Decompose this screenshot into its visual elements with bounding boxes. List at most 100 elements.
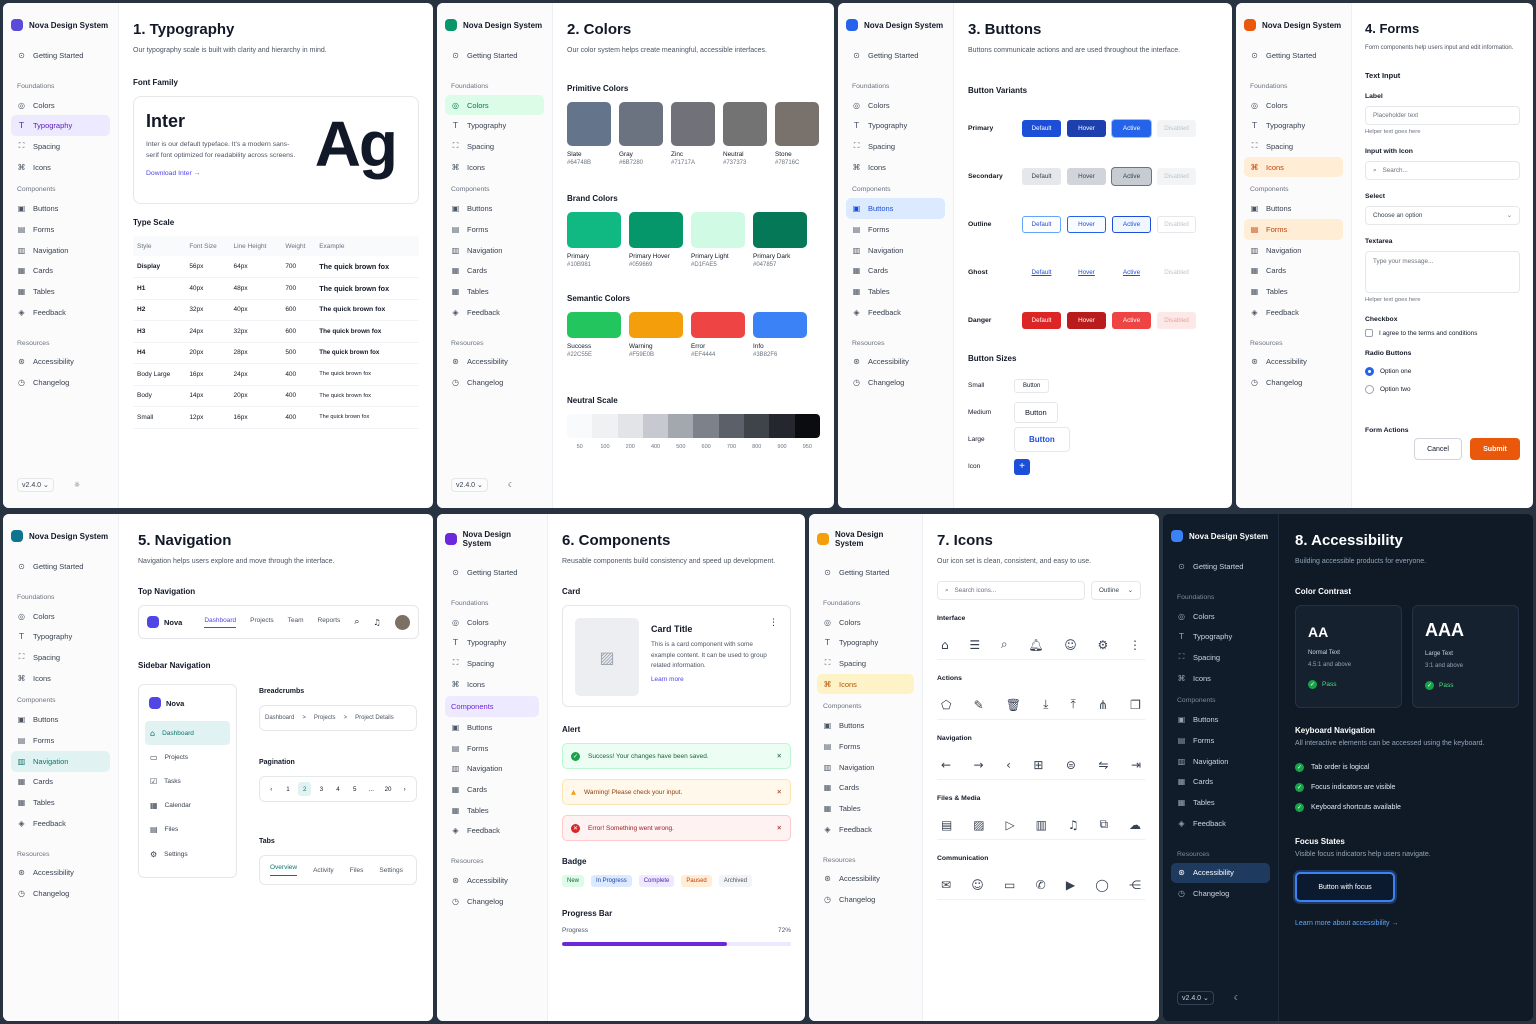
sun-icon[interactable]: ☼ — [73, 481, 81, 489]
document-icon[interactable]: ▥ — [1035, 817, 1047, 832]
sidebar-item-navigation[interactable]: ▥ Navigation — [11, 750, 110, 772]
sidebar-item-cards[interactable]: ▦ Cards — [445, 779, 539, 800]
download-link[interactable]: Download Inter → — [146, 169, 201, 177]
chevron-left-icon[interactable]: ‹ — [1006, 757, 1011, 772]
sidebar-item-spacing[interactable]: ⛶ Spacing — [11, 136, 110, 157]
download-icon[interactable]: ⤓ — [1043, 697, 1049, 711]
color-swatch[interactable]: Neutral #737373 — [723, 102, 767, 166]
arrow-left-icon[interactable]: ← — [941, 757, 952, 772]
sidebar-item-colors[interactable]: ◎ Colors — [445, 612, 539, 633]
sidebar-item-icons[interactable]: ⌘ Icons — [445, 157, 544, 178]
sidebar-item-icons[interactable]: ⌘ Icons — [1244, 156, 1343, 178]
sidebar-item-forms[interactable]: ▤ Forms — [846, 219, 945, 240]
sidebar-item-buttons[interactable]: ▣ Buttons — [445, 717, 539, 738]
more-icon[interactable]: ⋮ — [1128, 637, 1141, 652]
sidebar-item-colors[interactable]: ◎ Colors — [11, 606, 110, 627]
sidebar-item-changelog[interactable]: ◷ Changelog — [445, 891, 539, 912]
sidebar-item-getting-started[interactable]: ⊙ Getting Started — [445, 45, 544, 66]
music-icon[interactable]: ♫ — [1067, 817, 1079, 832]
mail-icon[interactable]: ✉ — [941, 877, 952, 892]
grid-icon[interactable]: ⊞ — [1033, 757, 1044, 772]
page-prev[interactable]: ‹ — [270, 785, 273, 793]
version-select[interactable]: v2.4.0 ⌄ — [17, 478, 54, 492]
sidebar-item-colors[interactable]: ◎ Colors — [445, 94, 544, 116]
tab-settings[interactable]: Settings — [379, 866, 403, 874]
moon-icon[interactable]: ☾ — [507, 481, 515, 489]
plus-icon[interactable]: + — [1014, 458, 1030, 475]
layers-icon[interactable]: ⊜ — [1065, 757, 1076, 772]
sidebar-item-navigation[interactable]: ▥ Navigation — [445, 759, 539, 780]
camera-icon[interactable]: ▶ — [1065, 877, 1076, 892]
sidebar-item-tables[interactable]: ▦ Tables — [11, 281, 110, 302]
breadcrumb-item[interactable]: Dashboard — [265, 715, 295, 721]
swap-icon[interactable]: ⇋ — [1098, 757, 1109, 772]
sidebar-item-getting-started[interactable]: ⊙ Getting Started — [1171, 556, 1270, 577]
sidebar-item-typography[interactable]: T Typography — [817, 632, 914, 653]
sidebar-item-icons[interactable]: ⌘ Icons — [11, 668, 110, 689]
cancel-button[interactable]: Cancel — [1414, 438, 1462, 460]
sidebar-item-getting-started[interactable]: ⊙ Getting Started — [445, 562, 539, 583]
sidebar-demo-tasks[interactable]: ☑ Tasks — [145, 769, 230, 793]
color-swatch[interactable]: Error #EF4444 — [691, 312, 745, 358]
sidebar-item-tables[interactable]: ▦ Tables — [445, 800, 539, 821]
sidebar-item-forms[interactable]: ▤ Forms — [817, 736, 914, 757]
sidebar-demo-calendar[interactable]: ▦ Calendar — [145, 794, 230, 818]
primary-active-button[interactable]: Active — [1112, 119, 1151, 137]
submit-button[interactable]: Submit — [1470, 438, 1520, 460]
sidebar-item-changelog[interactable]: ◷ Changelog — [817, 889, 914, 910]
sidebar-item-accessibility[interactable]: ⊛ Accessibility — [1171, 862, 1270, 884]
danger-default-button[interactable]: Default — [1022, 311, 1061, 329]
sidebar-item-typography[interactable]: T Typography — [11, 115, 110, 137]
outline-disabled-button[interactable]: Disabled — [1157, 215, 1196, 233]
file-icon[interactable]: ▤ — [941, 817, 953, 832]
sidebar-item-typography[interactable]: T Typography — [11, 626, 110, 647]
message-icon[interactable]: ▭ — [1004, 877, 1016, 892]
sidebar-demo-settings[interactable]: ⚙ Settings — [145, 842, 230, 866]
danger-active-button[interactable]: Active — [1112, 311, 1151, 329]
sidebar-item-spacing[interactable]: ⛶ Spacing — [11, 647, 110, 668]
tab-activity[interactable]: Activity — [313, 866, 334, 874]
sidebar-item-accessibility[interactable]: ⊛ Accessibility — [445, 352, 544, 373]
sidebar-item-getting-started[interactable]: ⊙ Getting Started — [11, 45, 110, 66]
sidebar-item-cards[interactable]: ▦ Cards — [1244, 261, 1343, 282]
upload-icon[interactable]: ⤒ — [1070, 697, 1076, 711]
sidebar-item-icons[interactable]: ⌘ Icons — [846, 157, 945, 178]
sidebar-item-feedback[interactable]: ◈ Feedback — [817, 819, 914, 840]
sidebar-item-tables[interactable]: ▦ Tables — [846, 281, 945, 302]
page-item[interactable]: 1 — [286, 785, 290, 793]
sidebar-item-tables[interactable]: ▦ Tables — [1171, 792, 1270, 813]
secondary-active-button[interactable]: Active — [1112, 167, 1151, 185]
sidebar-item-accessibility[interactable]: ⊛ Accessibility — [445, 870, 539, 891]
sidebar-item-typography[interactable]: T Typography — [1244, 115, 1343, 136]
sidebar-item-forms[interactable]: ▤ Forms — [1171, 730, 1270, 751]
sidebar-item-feedback[interactable]: ◈ Feedback — [1244, 302, 1343, 323]
sidebar-item-buttons[interactable]: ▣ Buttons — [11, 198, 110, 219]
terms-checkbox[interactable] — [1365, 329, 1373, 337]
sidebar-demo-projects[interactable]: ▭ Projects — [145, 745, 230, 769]
sidebar-item-typography[interactable]: T Typography — [445, 115, 544, 136]
arrow-end-icon[interactable]: ⇥ — [1130, 757, 1141, 772]
outline-default-button[interactable]: Default — [1022, 215, 1061, 233]
danger-hover-button[interactable]: Hover — [1067, 311, 1106, 329]
home-icon[interactable]: ⌂ — [941, 637, 949, 652]
top-nav-team[interactable]: Team — [287, 616, 304, 624]
message-textarea[interactable]: Type your message... — [1365, 251, 1520, 293]
sidebar-demo-files[interactable]: ▤ Files — [145, 818, 230, 842]
color-swatch[interactable]: Info #3B82F6 — [753, 312, 807, 358]
page-item[interactable]: 4 — [336, 785, 340, 793]
sidebar-item-cards[interactable]: ▦ Cards — [817, 778, 914, 799]
sidebar-item-navigation[interactable]: ▥ Navigation — [817, 757, 914, 778]
avatar[interactable] — [394, 614, 410, 630]
sidebar-item-getting-started[interactable]: ⊙ Getting Started — [11, 556, 110, 577]
breadcrumb-item[interactable]: Projects — [313, 715, 336, 721]
sidebar-item-cards[interactable]: ▦ Cards — [11, 772, 110, 793]
sidebar-item-buttons[interactable]: ▣ Buttons — [817, 715, 914, 736]
top-nav-projects[interactable]: Projects — [250, 616, 274, 624]
version-select[interactable]: v2.4.0 ⌄ — [451, 478, 488, 492]
bell-icon[interactable]: ♫ — [373, 617, 381, 627]
page-item[interactable]: 2 — [298, 782, 312, 796]
sidebar-item-tables[interactable]: ▦ Tables — [11, 792, 110, 813]
sidebar-item-cards[interactable]: ▦ Cards — [11, 261, 110, 282]
sidebar-item-forms[interactable]: ▤ Forms — [1244, 219, 1343, 240]
color-swatch[interactable]: Primary Light #D1FAE5 — [691, 212, 745, 268]
